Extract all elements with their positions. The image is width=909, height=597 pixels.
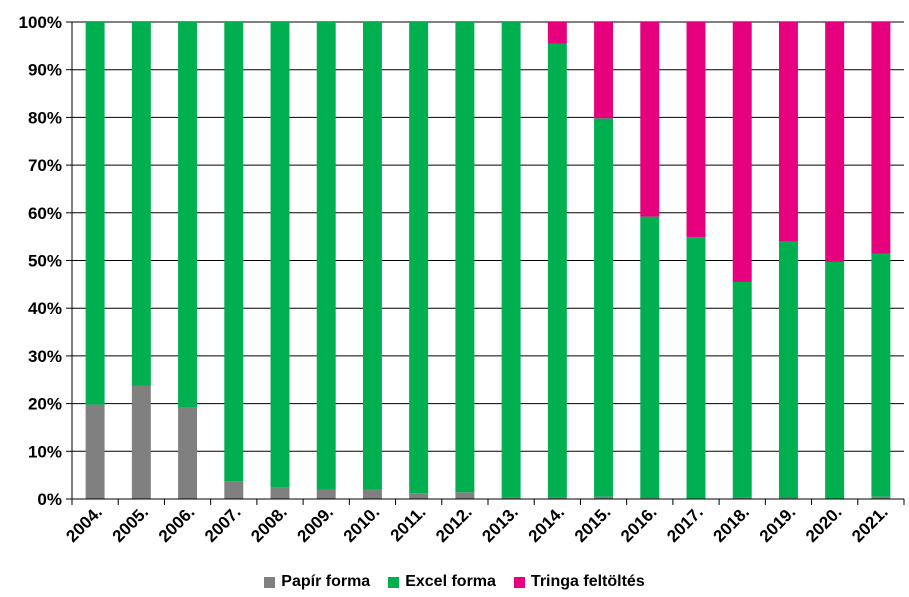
y-tick-label: 50% — [28, 252, 62, 271]
y-tick-label: 30% — [28, 347, 62, 366]
legend-label-tringa: Tringa feltöltés — [530, 573, 645, 590]
x-tick-label: 2021. — [848, 502, 892, 546]
x-tick-label: 2006. — [155, 502, 199, 546]
x-tick-label: 2007. — [201, 502, 245, 546]
x-tick-label: 2014. — [525, 502, 569, 546]
bar-segment-papir — [409, 493, 429, 499]
bar-segment-excel — [362, 22, 382, 490]
stacked-bar-chart: 0%10%20%30%40%50%60%70%80%90%100% 2004. 2… — [19, 13, 905, 546]
bar-segment-tringa — [686, 22, 706, 238]
bar-segment-papir — [455, 492, 475, 499]
bar-segment-tringa — [547, 22, 567, 44]
legend-item-papir: Papír forma — [264, 573, 370, 591]
y-tick-label: 100% — [19, 13, 62, 32]
bar-segment-papir — [131, 385, 151, 499]
bar-segment-papir — [594, 496, 614, 499]
x-tick-label: 2019. — [756, 502, 800, 546]
x-tick-label: 2018. — [710, 502, 754, 546]
x-tick-labels: 2004. 2005. 2006. 2007. 2008. 2009. 2010. 2011.… — [62, 502, 891, 546]
bar-segment-tringa — [640, 22, 660, 217]
bar-segment-excel — [131, 22, 151, 386]
y-tick-label: 10% — [28, 442, 62, 461]
bar-segment-papir — [362, 489, 382, 499]
bar-segment-papir — [501, 497, 521, 499]
bar-segment-papir — [732, 497, 752, 499]
axes — [66, 21, 905, 505]
bar-segment-papir — [224, 481, 244, 499]
bar-segment-excel — [825, 261, 845, 499]
legend-label-excel: Excel forma — [405, 573, 496, 590]
x-tick-label: 2020. — [802, 502, 846, 546]
bar-segment-excel — [178, 22, 198, 408]
bar-segment-excel — [455, 22, 475, 493]
gridlines — [72, 21, 904, 452]
y-tick-labels: 0% 10% 20% 30% 40% 50% 60% 70% 80% 90% 100% — [19, 13, 62, 509]
x-tick-label: 2008. — [247, 502, 291, 546]
bar-segment-papir — [871, 496, 891, 499]
bar-segment-tringa — [825, 22, 845, 262]
bar-segment-excel — [778, 241, 798, 499]
bar-segment-papir — [547, 497, 567, 499]
x-tick-label: 2016. — [617, 502, 661, 546]
x-tick-label: 2004. — [62, 502, 106, 546]
x-tick-label: 2011. — [387, 502, 430, 545]
bar-segment-excel — [732, 281, 752, 498]
bar-segment-papir — [178, 407, 198, 499]
x-tick-label: 2013. — [478, 502, 522, 546]
y-tick-label: 20% — [28, 395, 62, 414]
bar-segment-papir — [316, 489, 336, 499]
legend-swatch-excel — [388, 576, 400, 588]
legend: Papír forma Excel forma Tringa feltöltés — [0, 573, 909, 591]
bar-segment-excel — [224, 22, 244, 482]
bar-segment-papir — [270, 487, 290, 499]
x-tick-label: 2009. — [294, 502, 338, 546]
y-tick-label: 80% — [28, 108, 62, 127]
x-tick-label: 2005. — [109, 502, 153, 546]
bar-segment-tringa — [594, 22, 614, 119]
x-tick-label: 2012. — [432, 502, 476, 546]
legend-label-papir: Papír forma — [281, 573, 371, 590]
legend-item-tringa: Tringa feltöltés — [513, 573, 645, 591]
bar-segment-tringa — [732, 22, 752, 282]
bar-segment-tringa — [871, 22, 891, 254]
bar-segment-excel — [501, 22, 521, 498]
bar-segment-excel — [409, 22, 429, 494]
bar-segment-tringa — [778, 22, 798, 242]
y-tick-label: 40% — [28, 299, 62, 318]
bar-segment-excel — [686, 237, 706, 499]
bar-segment-excel — [85, 22, 105, 405]
legend-swatch-tringa — [513, 576, 525, 588]
y-tick-label: 70% — [28, 156, 62, 175]
x-tick-label: 2010. — [340, 502, 384, 546]
bars — [85, 22, 891, 499]
legend-swatch-papir — [264, 576, 276, 588]
bar-segment-excel — [316, 22, 336, 490]
y-tick-label: 60% — [28, 204, 62, 223]
bar-segment-excel — [871, 253, 891, 497]
y-tick-label: 90% — [28, 61, 62, 80]
legend-item-excel: Excel forma — [388, 573, 496, 591]
y-tick-label: 0% — [37, 490, 62, 509]
bar-segment-papir — [85, 404, 105, 499]
bar-segment-excel — [547, 43, 567, 498]
bar-segment-excel — [270, 22, 290, 488]
bar-segment-excel — [640, 216, 660, 499]
x-tick-label: 2017. — [663, 502, 707, 546]
bar-segment-excel — [594, 118, 614, 497]
x-tick-label: 2015. — [571, 502, 615, 546]
